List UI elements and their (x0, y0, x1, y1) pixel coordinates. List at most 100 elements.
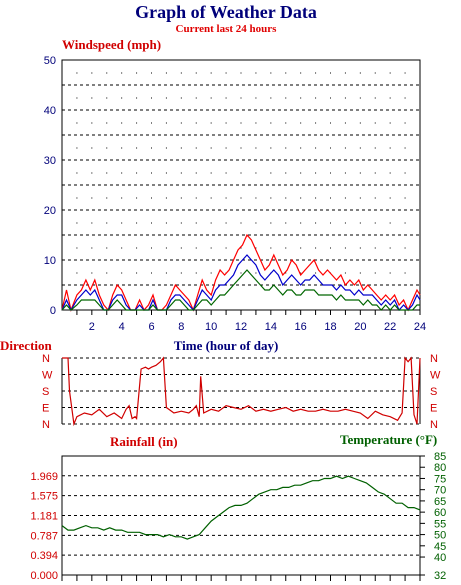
grid-dot (165, 147, 167, 149)
grid-dot (374, 122, 376, 124)
grid-dot (315, 222, 317, 224)
grid-dot (91, 172, 93, 174)
grid-dot (240, 197, 242, 199)
grid-dot (359, 247, 361, 249)
grid-dot (374, 172, 376, 174)
grid-dot (315, 272, 317, 274)
direction-y2-tick-label: N (430, 419, 438, 431)
grid-dot (180, 172, 182, 174)
grid-dot (225, 247, 227, 249)
grid-dot (121, 197, 123, 199)
grid-dot (165, 247, 167, 249)
grid-dot (180, 147, 182, 149)
grid-dot (374, 272, 376, 274)
grid-dot (195, 147, 197, 149)
grid-dot (404, 197, 406, 199)
grid-dot (315, 172, 317, 174)
grid-dot (180, 247, 182, 249)
grid-dot (285, 247, 287, 249)
grid-dot (151, 197, 152, 199)
grid-dot (315, 97, 317, 99)
grid-dot (374, 197, 376, 199)
grid-dot (300, 147, 302, 149)
grid-dot (136, 222, 138, 224)
grid-dot (195, 122, 197, 124)
wind-x-tick-label: 4 (119, 321, 125, 333)
grid-dot (255, 97, 257, 99)
grid-dot (180, 72, 182, 74)
temperature-y-tick-label: 40 (434, 552, 446, 564)
grid-dot (106, 172, 108, 174)
grid-dot (240, 72, 242, 74)
grid-dot (240, 147, 242, 149)
wind-y-tick-label: 40 (44, 105, 56, 117)
grid-dot (404, 147, 406, 149)
grid-dot (165, 172, 167, 174)
grid-dot (389, 147, 391, 149)
direction-y2-tick-label: W (430, 370, 441, 382)
grid-dot (106, 197, 108, 199)
grid-dot (270, 197, 272, 199)
grid-dot (151, 272, 152, 274)
chart-title: Graph of Weather Data (135, 2, 317, 22)
rainfall-ylabel: Rainfall (in) (110, 434, 178, 449)
grid-dot (210, 272, 212, 274)
wind-series-line-0 (61, 233, 421, 313)
grid-dot (136, 72, 138, 74)
grid-dot (151, 97, 152, 99)
grid-dot (330, 247, 331, 249)
grid-dot (225, 147, 227, 149)
grid-dot (389, 97, 391, 99)
grid-dot (106, 222, 108, 224)
chart-subtitle: Current last 24 hours (176, 23, 278, 35)
grid-dot (76, 222, 78, 224)
grid-dot (76, 247, 78, 249)
grid-dot (255, 197, 257, 199)
direction-y-tick-label: N (42, 419, 50, 431)
grid-dot (359, 147, 361, 149)
temperature-y-tick-label: 45 (434, 541, 446, 553)
wind-x-tick-label: 6 (148, 321, 154, 333)
grid-dot (330, 172, 331, 174)
grid-dot (121, 122, 123, 124)
temperature-y-tick-label: 32 (434, 570, 446, 582)
grid-dot (374, 72, 376, 74)
grid-dot (270, 172, 272, 174)
rainfall-y-tick-label: 1.969 (30, 471, 58, 483)
wind-x-tick-label: 18 (324, 321, 336, 333)
grid-dot (344, 72, 346, 74)
grid-dot (91, 222, 93, 224)
grid-dot (344, 247, 346, 249)
grid-dot (270, 97, 272, 99)
rainfall-y-tick-label: 1.575 (30, 491, 58, 503)
grid-dot (344, 147, 346, 149)
grid-dot (91, 147, 93, 149)
grid-dot (210, 97, 212, 99)
temperature-y-tick-label: 50 (434, 530, 446, 542)
grid-dot (404, 247, 406, 249)
grid-dot (225, 122, 227, 124)
grid-dot (151, 247, 152, 249)
grid-dot (180, 272, 182, 274)
grid-dot (344, 122, 346, 124)
grid-dot (225, 97, 227, 99)
grid-dot (330, 97, 331, 99)
temperature-y-tick-label: 85 (434, 451, 446, 463)
grid-dot (404, 172, 406, 174)
grid-dot (225, 172, 227, 174)
grid-dot (285, 97, 287, 99)
grid-dot (240, 122, 242, 124)
grid-dot (195, 197, 197, 199)
grid-dot (240, 272, 242, 274)
grid-dot (76, 172, 78, 174)
grid-dot (76, 272, 78, 274)
grid-dot (240, 97, 242, 99)
rainfall-y-tick-label: 0.394 (30, 550, 58, 562)
grid-dot (91, 247, 93, 249)
grid-dot (359, 197, 361, 199)
grid-dot (240, 222, 242, 224)
grid-dot (404, 72, 406, 74)
grid-dot (106, 97, 108, 99)
grid-dot (270, 247, 272, 249)
wind-x-tick-label: 16 (295, 321, 307, 333)
